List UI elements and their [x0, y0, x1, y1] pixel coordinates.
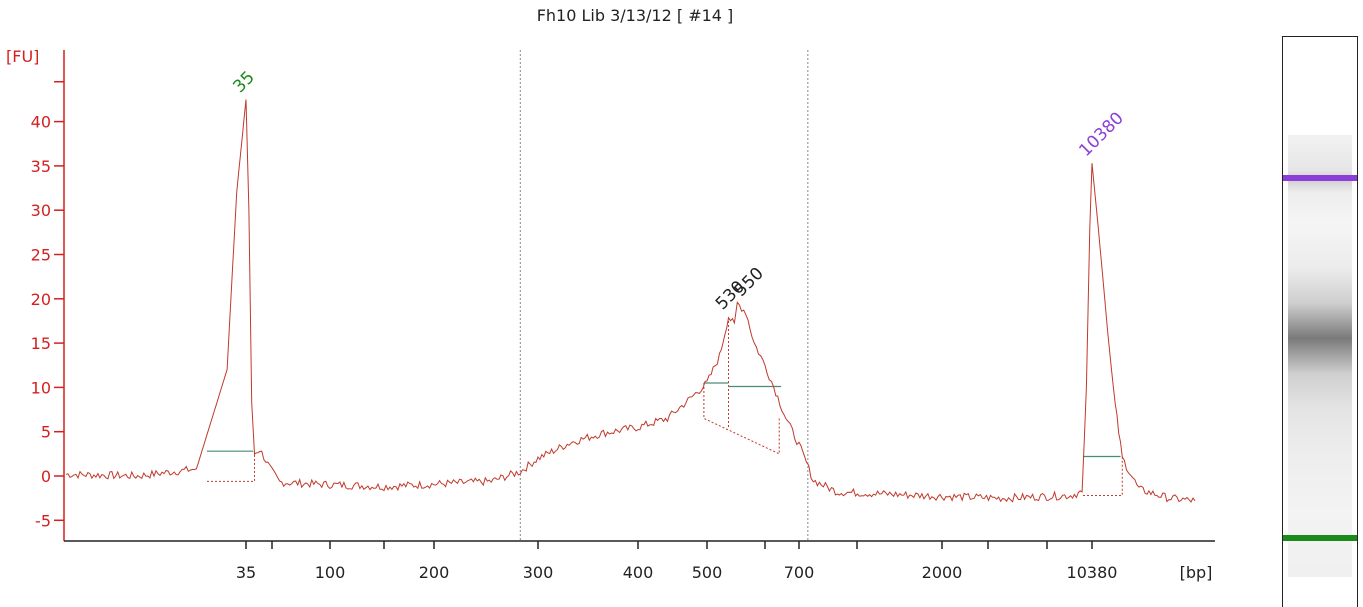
- x-axis-label: [bp]: [1180, 563, 1213, 582]
- x-tick-label: 300: [523, 563, 554, 582]
- y-tick-label: 15: [31, 334, 51, 353]
- peak-label: 10380: [1075, 108, 1127, 160]
- peak-baseline: [1082, 456, 1123, 496]
- region-markers: [519, 50, 809, 541]
- x-tick-label: 200: [419, 563, 450, 582]
- y-tick-label: -5: [35, 511, 51, 530]
- trace-layer: [65, 99, 1196, 503]
- x-tick-label: 35: [236, 563, 256, 582]
- y-tick-label: 0: [41, 467, 51, 486]
- y-tick-label: 5: [41, 423, 51, 442]
- gel-image: [1282, 36, 1358, 607]
- peak-baseline: [206, 451, 256, 482]
- y-tick-label: 30: [31, 201, 51, 220]
- axes: [FU] -5 0 5 10 15 20 25 30 35 40 35 100 200 300 400 500 7…: [6, 47, 1215, 582]
- chart-title: Fh10 Lib 3/13/12 [ #14 ]: [536, 6, 734, 25]
- peak-integration-lines: [206, 320, 1123, 496]
- gel-band-lower-marker: [1283, 535, 1357, 541]
- electropherogram-plot: [FU] -5 0 5 10 15 20 25 30 35 40 35 100 200 300 400 500 7…: [6, 47, 1215, 582]
- series-line: [65, 99, 1196, 503]
- x-tick-label: 2000: [922, 563, 963, 582]
- y-tick-label: 20: [31, 290, 51, 309]
- y-tick-label: 35: [31, 157, 51, 176]
- x-tick-label: 700: [784, 563, 815, 582]
- y-tick-label: 25: [31, 246, 51, 265]
- x-tick-label: 400: [623, 563, 654, 582]
- y-tick-label: 40: [31, 113, 51, 132]
- gel-lane: [1288, 135, 1352, 577]
- y-axis-label: [FU]: [6, 47, 39, 66]
- x-tick-label: 10380: [1067, 563, 1118, 582]
- peak-label: 35: [229, 68, 258, 97]
- gel-band-upper-marker: [1283, 175, 1357, 181]
- x-tick-label: 500: [692, 563, 723, 582]
- x-tick-label: 100: [315, 563, 346, 582]
- y-tick-label: 10: [31, 378, 51, 397]
- peak-baseline: [703, 382, 780, 455]
